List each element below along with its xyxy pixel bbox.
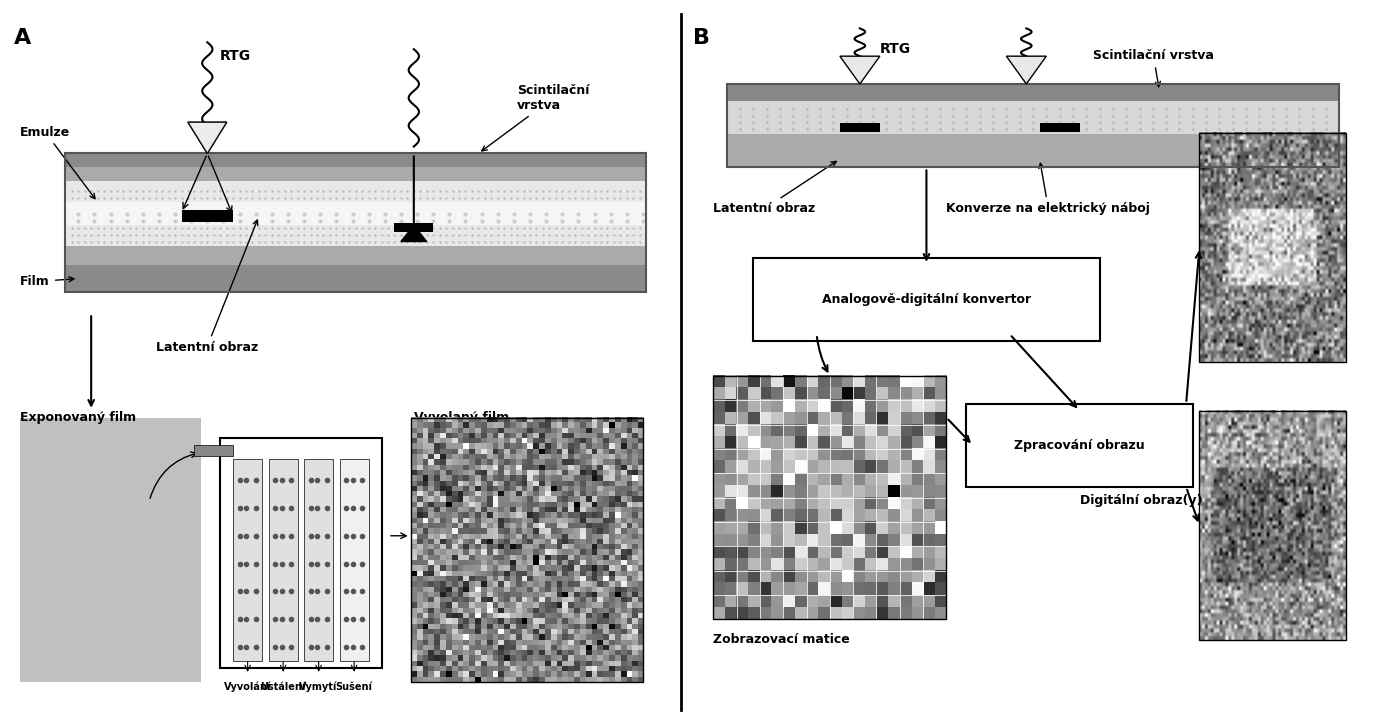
Bar bbox=[726, 101, 1339, 134]
Text: B: B bbox=[693, 28, 710, 49]
Bar bbox=[269, 459, 298, 661]
Bar bbox=[66, 246, 647, 265]
Bar bbox=[66, 265, 647, 292]
Bar bbox=[1200, 132, 1346, 362]
Bar bbox=[411, 418, 643, 682]
Text: Zpracování obrazu: Zpracování obrazu bbox=[1015, 439, 1145, 452]
Polygon shape bbox=[840, 56, 880, 84]
Text: Konverze na elektrický náboj: Konverze na elektrický náboj bbox=[946, 164, 1151, 215]
Bar bbox=[220, 439, 382, 668]
Bar bbox=[66, 167, 647, 181]
Text: Analogově-digitální konvertor: Analogově-digitální konvertor bbox=[822, 293, 1031, 306]
Text: Scintilační
vrstva: Scintilační vrstva bbox=[482, 84, 589, 151]
Bar bbox=[1200, 411, 1346, 640]
Bar bbox=[66, 153, 647, 167]
Bar bbox=[840, 123, 880, 132]
Bar bbox=[339, 459, 368, 661]
Bar bbox=[726, 84, 1339, 101]
Text: Sušení: Sušení bbox=[335, 682, 372, 691]
Polygon shape bbox=[188, 122, 227, 153]
Bar bbox=[726, 134, 1339, 167]
Bar bbox=[66, 225, 647, 246]
Text: Latentní obraz: Latentní obraz bbox=[155, 220, 258, 354]
Bar bbox=[714, 376, 946, 619]
Text: Vymytí: Vymytí bbox=[299, 682, 338, 692]
Polygon shape bbox=[401, 225, 427, 242]
Text: Vyvolání: Vyvolání bbox=[224, 682, 272, 692]
Bar bbox=[181, 211, 233, 222]
Bar bbox=[66, 153, 647, 292]
Bar bbox=[726, 84, 1339, 167]
FancyBboxPatch shape bbox=[967, 404, 1193, 487]
Text: RTG: RTG bbox=[880, 42, 910, 56]
Bar bbox=[394, 223, 434, 232]
Text: Emulze: Emulze bbox=[21, 126, 95, 198]
Text: Zobrazovací matice: Zobrazovací matice bbox=[714, 633, 850, 646]
Text: Film: Film bbox=[21, 275, 74, 288]
Bar bbox=[1039, 123, 1079, 132]
Text: A: A bbox=[14, 28, 32, 49]
Polygon shape bbox=[1006, 56, 1046, 84]
FancyBboxPatch shape bbox=[754, 258, 1100, 341]
Bar bbox=[66, 181, 647, 202]
Text: Latentní obraz: Latentní obraz bbox=[714, 161, 836, 215]
Bar bbox=[195, 445, 233, 456]
Polygon shape bbox=[188, 122, 227, 153]
Text: Vyvolaný film: Vyvolaný film bbox=[413, 411, 509, 424]
Text: Scintilační vrstva: Scintilační vrstva bbox=[1093, 49, 1214, 87]
Text: Ustálení: Ustálení bbox=[261, 682, 306, 691]
Bar bbox=[21, 418, 200, 682]
Text: Digitální obraz(y): Digitální obraz(y) bbox=[1079, 494, 1201, 507]
Bar bbox=[66, 202, 647, 225]
Text: RTG: RTG bbox=[220, 49, 251, 63]
Text: Exponovaný film: Exponovaný film bbox=[21, 411, 136, 424]
Bar bbox=[233, 459, 262, 661]
Bar bbox=[305, 459, 334, 661]
